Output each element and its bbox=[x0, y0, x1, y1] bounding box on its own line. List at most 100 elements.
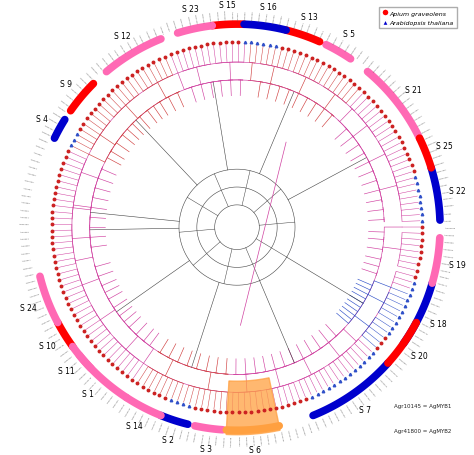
Text: AtMYB64: AtMYB64 bbox=[113, 49, 119, 58]
Text: Agr19800: Agr19800 bbox=[209, 12, 211, 22]
Text: AtMYB153: AtMYB153 bbox=[333, 410, 339, 421]
Text: Agr37600: Agr37600 bbox=[238, 435, 240, 445]
Text: S 19: S 19 bbox=[449, 260, 465, 269]
Text: Agr13600: Agr13600 bbox=[402, 96, 411, 103]
Text: Agr33800: Agr33800 bbox=[107, 394, 114, 403]
Text: AtMYB171: AtMYB171 bbox=[421, 322, 432, 328]
Text: AtMYB30: AtMYB30 bbox=[345, 43, 351, 51]
Text: AtMYB13: AtMYB13 bbox=[424, 134, 434, 140]
Text: Agr20800: Agr20800 bbox=[173, 20, 177, 30]
Text: Agr39800: Agr39800 bbox=[314, 420, 319, 430]
Text: S 5: S 5 bbox=[343, 30, 355, 39]
Text: S 16: S 16 bbox=[260, 3, 276, 12]
Text: Agr16800: Agr16800 bbox=[314, 25, 319, 35]
Text: Agr32800: Agr32800 bbox=[79, 371, 88, 379]
Text: Agr14000: Agr14000 bbox=[393, 85, 402, 92]
Text: AtMYB47: AtMYB47 bbox=[231, 11, 232, 20]
Text: AtMYB71: AtMYB71 bbox=[74, 83, 82, 90]
Text: Agr17800: Agr17800 bbox=[280, 15, 283, 25]
Text: AtMYB149: AtMYB149 bbox=[308, 422, 312, 433]
Text: AtMYB2: AtMYB2 bbox=[444, 212, 453, 214]
Text: S 4: S 4 bbox=[36, 115, 48, 124]
Legend: Apium graveolens, Arabidopsis thaliana: Apium graveolens, Arabidopsis thaliana bbox=[379, 8, 457, 29]
Text: Agr42800: Agr42800 bbox=[398, 357, 407, 365]
Text: S 22: S 22 bbox=[449, 187, 465, 196]
Text: Agr25000: Agr25000 bbox=[52, 111, 62, 118]
Text: Agr31000: Agr31000 bbox=[41, 319, 51, 325]
Text: Agr23400: Agr23400 bbox=[90, 66, 98, 75]
Text: AtMYB147: AtMYB147 bbox=[294, 426, 298, 437]
Text: Agr44200: Agr44200 bbox=[424, 315, 435, 321]
Text: AtMYB179: AtMYB179 bbox=[440, 269, 451, 272]
Text: Agr14400: Agr14400 bbox=[384, 74, 392, 82]
Text: S 23: S 23 bbox=[182, 5, 199, 15]
Text: Agr38200: Agr38200 bbox=[259, 434, 262, 444]
Text: AtMYB58: AtMYB58 bbox=[152, 28, 157, 37]
Text: Agr26400: Agr26400 bbox=[30, 158, 40, 163]
Polygon shape bbox=[226, 378, 280, 435]
Text: S 14: S 14 bbox=[126, 421, 142, 430]
Text: Agr25800: Agr25800 bbox=[38, 138, 48, 143]
Text: AtMYB109: AtMYB109 bbox=[52, 338, 62, 344]
Text: AtMYB167: AtMYB167 bbox=[407, 346, 417, 353]
Text: Agr35800: Agr35800 bbox=[173, 425, 177, 436]
Text: Agr25600: Agr25600 bbox=[41, 131, 51, 137]
Text: Agr37800: Agr37800 bbox=[246, 435, 247, 445]
Text: AtMYB34: AtMYB34 bbox=[320, 29, 325, 38]
Text: Agr46400: Agr46400 bbox=[444, 241, 455, 243]
Text: Agr21000: Agr21000 bbox=[165, 22, 170, 32]
Text: Agr44800: Agr44800 bbox=[433, 296, 443, 301]
Text: Agr27400: Agr27400 bbox=[21, 194, 32, 197]
Text: Agr23200: Agr23200 bbox=[95, 61, 103, 71]
Text: S 18: S 18 bbox=[430, 319, 447, 328]
Text: Agr45400: Agr45400 bbox=[438, 276, 449, 279]
Text: AtMYB6: AtMYB6 bbox=[440, 183, 448, 186]
Text: Agr12200: Agr12200 bbox=[427, 141, 438, 146]
Text: Agr45000: Agr45000 bbox=[435, 289, 445, 293]
Text: AtMYB182: AtMYB182 bbox=[443, 248, 455, 250]
Text: AtMYB102: AtMYB102 bbox=[29, 293, 40, 298]
Text: Agr23800: Agr23800 bbox=[79, 77, 87, 85]
Text: Agr44600: Agr44600 bbox=[430, 303, 440, 308]
Text: Agr20000: Agr20000 bbox=[201, 13, 204, 23]
Text: AtMYB94: AtMYB94 bbox=[20, 238, 30, 239]
Text: AtMYB157: AtMYB157 bbox=[357, 396, 365, 405]
Text: AtMYB123: AtMYB123 bbox=[125, 405, 132, 416]
Text: AtMYB85: AtMYB85 bbox=[27, 172, 36, 176]
Text: Agr34000: Agr34000 bbox=[113, 398, 120, 408]
Text: Agr30000: Agr30000 bbox=[28, 286, 38, 290]
Text: AtMYB132: AtMYB132 bbox=[187, 429, 191, 440]
Text: Agr18600: Agr18600 bbox=[252, 10, 254, 21]
Text: S 1: S 1 bbox=[82, 389, 93, 398]
Text: AtMYB117: AtMYB117 bbox=[90, 380, 98, 389]
Text: Agr11200: Agr11200 bbox=[438, 176, 449, 179]
Text: Agr28200: Agr28200 bbox=[19, 223, 29, 225]
Text: AtMYB69: AtMYB69 bbox=[85, 72, 92, 80]
Text: AtMYB103: AtMYB103 bbox=[32, 299, 43, 305]
Text: AtMYB141: AtMYB141 bbox=[253, 434, 255, 445]
Text: Agr15200: Agr15200 bbox=[363, 55, 370, 64]
Text: AtMYB134: AtMYB134 bbox=[201, 432, 204, 443]
Text: AtMYB122: AtMYB122 bbox=[119, 402, 126, 412]
Text: Agr40600: Agr40600 bbox=[339, 407, 346, 417]
Text: Agr10400: Agr10400 bbox=[443, 205, 454, 207]
Text: S 3: S 3 bbox=[200, 444, 212, 453]
Text: AtMYB26: AtMYB26 bbox=[368, 60, 375, 68]
Text: Agr32000: Agr32000 bbox=[60, 349, 70, 356]
Text: AtMYB177: AtMYB177 bbox=[437, 283, 448, 287]
Text: Agr20600: Agr20600 bbox=[180, 17, 183, 28]
Text: Agr18400: Agr18400 bbox=[259, 11, 262, 22]
Text: Agr12000: Agr12000 bbox=[430, 147, 440, 152]
Text: Agr41800 = AgMYB2: Agr41800 = AgMYB2 bbox=[394, 428, 451, 433]
Text: Agr17600: Agr17600 bbox=[287, 16, 291, 27]
Text: Agr23000: Agr23000 bbox=[101, 57, 109, 66]
Text: S 6: S 6 bbox=[248, 445, 261, 454]
Text: AtMYB184: AtMYB184 bbox=[445, 234, 456, 236]
Text: AtMYB170: AtMYB170 bbox=[418, 328, 428, 334]
Text: AtMYB73: AtMYB73 bbox=[65, 94, 73, 101]
Text: AtMYB46: AtMYB46 bbox=[238, 11, 239, 20]
Text: Agr42600: Agr42600 bbox=[394, 363, 402, 370]
Text: Agr40000: Agr40000 bbox=[320, 417, 326, 427]
Text: Agr43400: Agr43400 bbox=[410, 340, 420, 347]
Text: Agr18800: Agr18800 bbox=[245, 10, 246, 21]
